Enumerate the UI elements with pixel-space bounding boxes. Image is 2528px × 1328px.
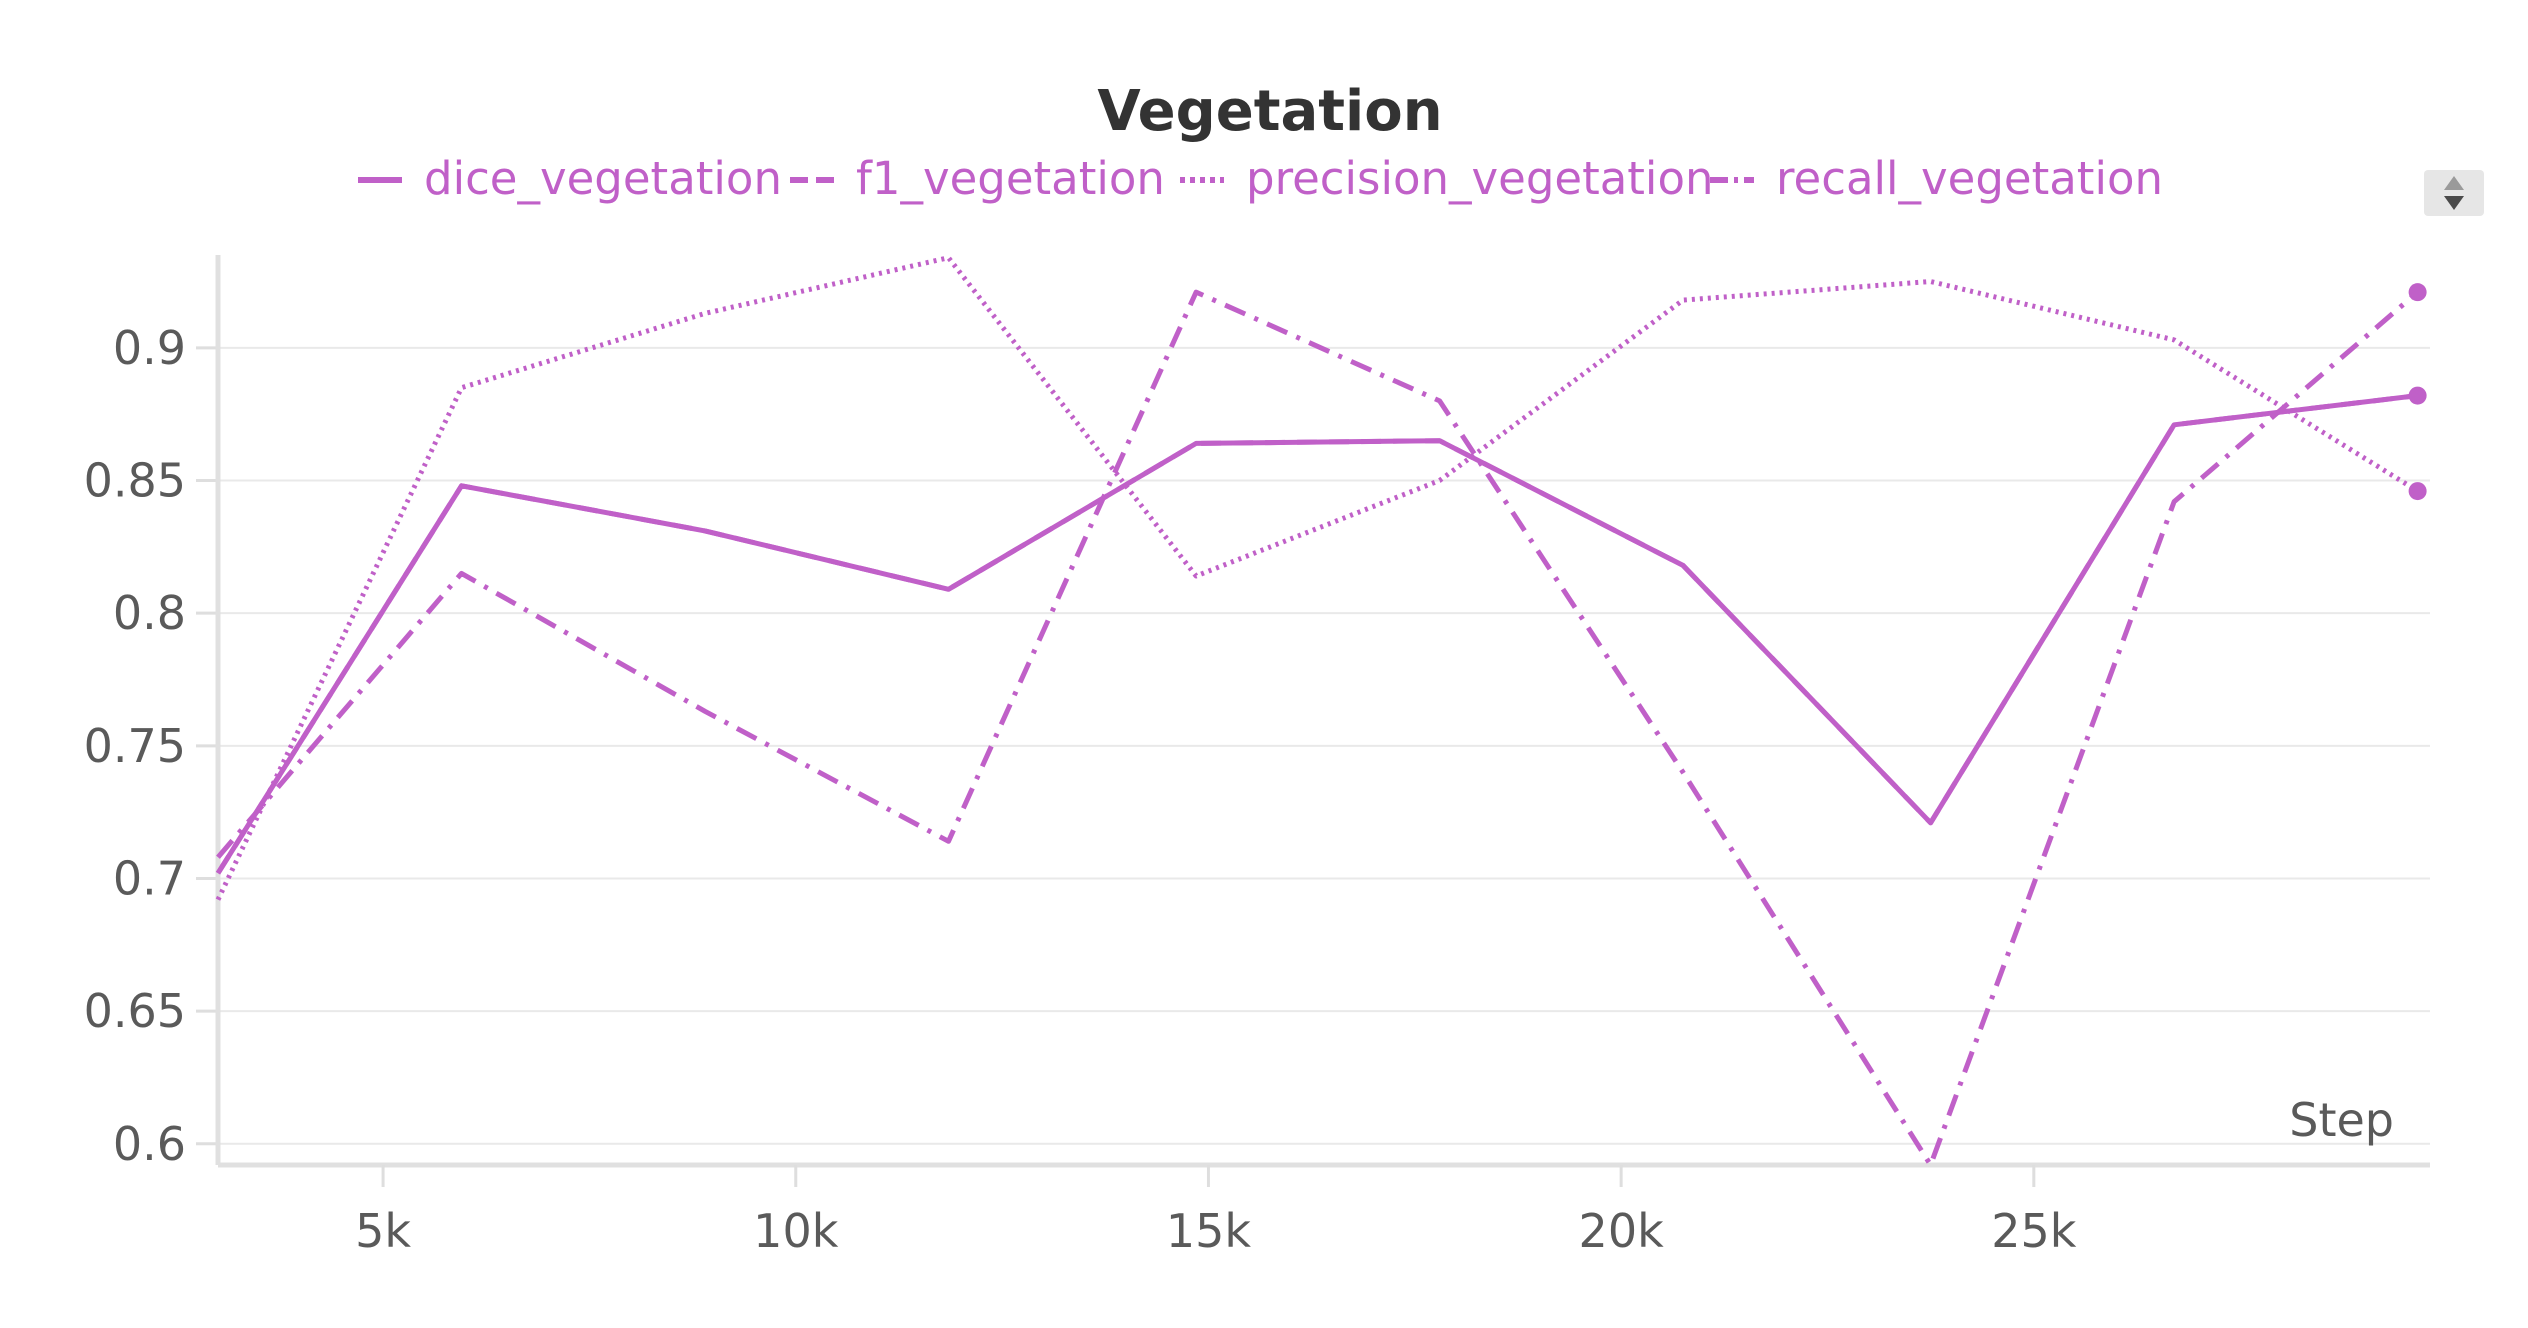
data-point-precision_vegetation bbox=[218, 899, 219, 900]
data-point-precision_vegetation bbox=[948, 257, 949, 258]
end-marker-recall_vegetation bbox=[2408, 283, 2427, 302]
chart-title: Vegetation bbox=[1097, 79, 1442, 144]
end-marker-precision_vegetation bbox=[2408, 482, 2427, 501]
grid bbox=[196, 346, 2430, 1146]
y-tick-label: 0.9 bbox=[113, 321, 186, 375]
x-tick-label: 20k bbox=[1579, 1204, 1665, 1258]
scroll-up-icon[interactable] bbox=[2444, 176, 2464, 190]
data-point-dice_vegetation bbox=[1930, 822, 1931, 823]
legend-item-recall_vegetation[interactable]: recall_vegetation bbox=[1710, 152, 2163, 205]
data-point-recall_vegetation bbox=[2174, 501, 2175, 502]
data-point-precision_vegetation bbox=[461, 387, 462, 388]
axes bbox=[215, 255, 2430, 1187]
data-point-recall_vegetation bbox=[218, 857, 219, 858]
data-point-precision_vegetation bbox=[1930, 281, 1931, 282]
legend-label: precision_vegetation bbox=[1246, 152, 1714, 205]
x-tick-labels: 5k 10k 15k 20k 25k bbox=[355, 1204, 2077, 1258]
data-point-precision_vegetation bbox=[2174, 339, 2175, 340]
series-line-f1_vegetation bbox=[215, 393, 2418, 875]
x-axis-label: Step bbox=[2289, 1093, 2394, 1147]
data-point-precision_vegetation bbox=[1439, 480, 1440, 481]
data-point-precision_vegetation bbox=[704, 313, 705, 314]
x-tick-label: 15k bbox=[1166, 1204, 1252, 1258]
legend-label: recall_vegetation bbox=[1776, 152, 2163, 205]
data-point-recall_vegetation bbox=[704, 711, 705, 712]
data-point-recall_vegetation bbox=[948, 841, 949, 842]
data-point-recall_vegetation bbox=[1439, 400, 1440, 401]
data-point-precision_vegetation bbox=[1196, 576, 1197, 577]
legend: dice_vegetation f1_vegetation precision_ve… bbox=[358, 152, 2163, 205]
data-point-precision_vegetation bbox=[1683, 300, 1684, 301]
legend-label: dice_vegetation bbox=[424, 152, 782, 205]
legend-scroll-button[interactable] bbox=[2424, 170, 2484, 216]
legend-item-dice_vegetation[interactable]: dice_vegetation bbox=[358, 152, 782, 205]
data-point-dice_vegetation bbox=[461, 485, 462, 486]
data-point-dice_vegetation bbox=[1196, 443, 1197, 444]
y-tick-label: 0.65 bbox=[84, 984, 186, 1038]
scroll-down-icon[interactable] bbox=[2444, 196, 2464, 210]
data-point-dice_vegetation bbox=[1683, 565, 1684, 566]
x-tick-label: 5k bbox=[355, 1204, 411, 1258]
x-tick-label: 25k bbox=[1991, 1204, 2077, 1258]
series-line-dice_vegetation bbox=[215, 393, 2418, 875]
y-tick-label: 0.6 bbox=[113, 1117, 186, 1171]
plot-area bbox=[215, 255, 2427, 1168]
legend-label: f1_vegetation bbox=[856, 152, 1165, 205]
data-point-dice_vegetation bbox=[948, 589, 949, 590]
data-point-dice_vegetation bbox=[218, 873, 219, 874]
y-tick-label: 0.75 bbox=[84, 719, 186, 773]
data-point-dice_vegetation bbox=[1439, 440, 1440, 441]
series-line-recall_vegetation bbox=[216, 289, 2420, 1168]
data-point-recall_vegetation bbox=[1196, 292, 1197, 293]
y-tick-label: 0.85 bbox=[84, 454, 186, 508]
data-point-recall_vegetation bbox=[1683, 772, 1684, 773]
legend-item-precision_vegetation[interactable]: precision_vegetation bbox=[1180, 152, 1714, 205]
y-tick-label: 0.7 bbox=[113, 851, 186, 905]
series-line-precision_vegetation bbox=[215, 255, 2419, 901]
legend-item-f1_vegetation[interactable]: f1_vegetation bbox=[790, 152, 1165, 205]
end-marker-dice_vegetation bbox=[2408, 386, 2427, 405]
data-point-recall_vegetation bbox=[1930, 1165, 1931, 1166]
x-tick-label: 10k bbox=[753, 1204, 839, 1258]
y-tick-labels: 0.6 0.65 0.7 0.75 0.8 0.85 0.9 bbox=[84, 321, 186, 1171]
data-point-recall_vegetation bbox=[461, 573, 462, 574]
y-tick-label: 0.8 bbox=[113, 586, 186, 640]
data-point-dice_vegetation bbox=[2174, 424, 2175, 425]
data-point-dice_vegetation bbox=[704, 530, 705, 531]
